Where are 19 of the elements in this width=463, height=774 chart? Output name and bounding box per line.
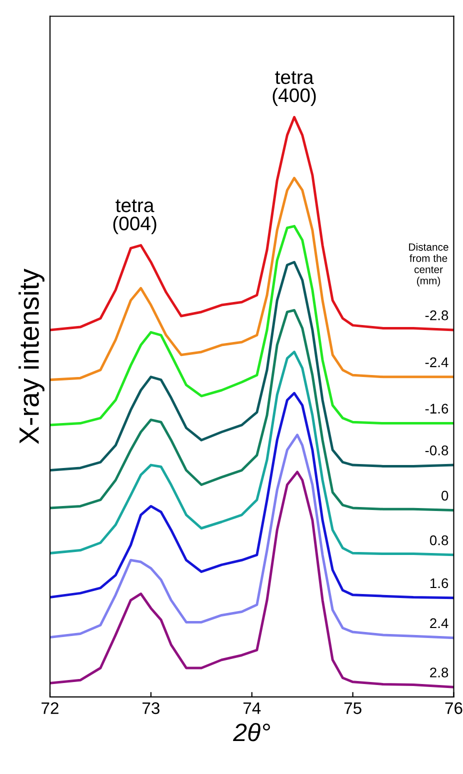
series-label: -2.8 — [425, 310, 448, 320]
series-label: 0.8 — [430, 535, 448, 546]
annotation: tetra (400) — [272, 71, 316, 106]
x-axis-title: 2θ° — [232, 722, 270, 742]
x-tick-label: 74 — [243, 702, 261, 714]
x-tick-label: 72 — [42, 702, 58, 714]
series-label: 1.6 — [430, 578, 448, 588]
x-tick-label: 76 — [445, 702, 462, 714]
x-tick-label: 75 — [344, 702, 362, 714]
y-axis-title: X-ray intensity — [18, 268, 44, 444]
series-label: -2.4 — [425, 357, 448, 368]
series-label: 2.8 — [430, 668, 448, 678]
x-tick-label: 73 — [142, 702, 160, 714]
legend-title: Distance from the center (mm) — [409, 243, 448, 286]
series-label: -0.8 — [425, 446, 448, 456]
series-label: -1.6 — [425, 404, 448, 414]
annotation: tetra (004) — [113, 199, 156, 234]
series-label: 2.4 — [430, 618, 448, 628]
series-label: 0 — [442, 490, 448, 501]
